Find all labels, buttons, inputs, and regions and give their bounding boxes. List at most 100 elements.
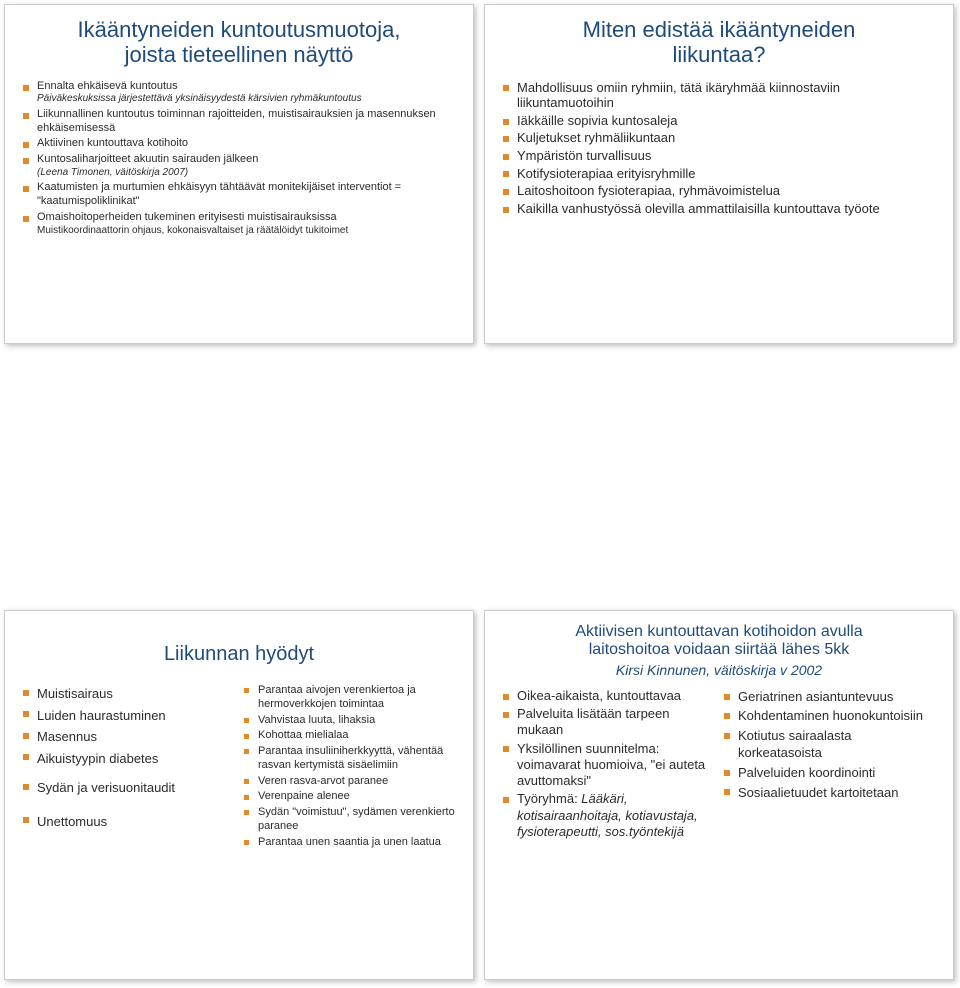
bullet-list: Sydän ja verisuonitaudit: [23, 778, 234, 798]
list-item: Palveluiden koordinointi: [724, 764, 935, 782]
item-text: Ennalta ehkäisevä kuntoutus: [37, 80, 178, 92]
item-text: Masennus: [37, 729, 97, 744]
item-text: Sydän "voimistuu", sydämen verenkierto p…: [258, 806, 455, 832]
list-item: Kaikilla vanhustyössä olevilla ammattila…: [503, 201, 935, 217]
item-text: Kohdentaminen huonokuntoisiin: [738, 708, 923, 723]
item-text: Oikea-aikaista, kuntouttavaa: [517, 688, 681, 703]
bullet-list: Muistisairaus Luiden haurastuminen Masen…: [23, 684, 234, 768]
item-text: Sydän ja verisuonitaudit: [37, 780, 175, 795]
list-item: Aktiivinen kuntouttava kotihoito: [23, 137, 455, 151]
list-item: Unettomuus: [23, 812, 234, 832]
list-item: Parantaa aivojen verenkiertoa ja hermove…: [244, 684, 455, 712]
list-item: Ennalta ehkäisevä kuntoutus Päiväkeskuks…: [23, 80, 455, 106]
slide-title: Miten edistää ikääntyneiden liikuntaa?: [503, 17, 935, 68]
item-text: Kotifysioterapiaa erityisryhmille: [517, 166, 695, 181]
title-line2: liikuntaa?: [673, 42, 766, 67]
item-text: Laitoshoitoon fysioterapiaa, ryhmävoimis…: [517, 183, 780, 198]
list-item: Sydän ja verisuonitaudit: [23, 778, 234, 798]
item-text: Iäkkäille sopivia kuntosaleja: [517, 113, 677, 128]
list-item: Aikuistyypin diabetes: [23, 749, 234, 769]
left-column: Oikea-aikaista, kuntouttavaa Palveluita …: [503, 688, 714, 842]
slide-subtitle: Kirsi Kinnunen, väitöskirja v 2002: [503, 662, 935, 678]
list-item: Omaishoitoperheiden tukeminen erityisest…: [23, 211, 455, 237]
list-item: Kohdentaminen huonokuntoisiin: [724, 707, 935, 725]
list-item: Sydän "voimistuu", sydämen verenkierto p…: [244, 806, 455, 834]
list-item: Parantaa unen saantia ja unen laatua: [244, 836, 455, 850]
item-text: Geriatrinen asiantuntevuus: [738, 689, 893, 704]
list-item: Kotiutus sairaalasta korkeatasoista: [724, 727, 935, 762]
item-text: Kaatumisten ja murtumien ehkäisyyn tähtä…: [37, 181, 401, 207]
bullet-list: Parantaa aivojen verenkiertoa ja hermove…: [244, 684, 455, 849]
list-item: Iäkkäille sopivia kuntosaleja: [503, 113, 935, 129]
list-item: Laitoshoitoon fysioterapiaa, ryhmävoimis…: [503, 183, 935, 199]
list-item: Luiden haurastuminen: [23, 706, 234, 726]
item-sub: (Leena Timonen, väitöskirja 2007): [37, 167, 455, 180]
list-item: Työryhmä: Lääkäri, kotisairaanhoitaja, k…: [503, 791, 714, 840]
item-text: Parantaa insuliiniherkkyyttä, vähentää r…: [258, 745, 443, 771]
list-item: Muistisairaus: [23, 684, 234, 704]
list-item: Sosiaalietuudet kartoitetaan: [724, 784, 935, 802]
title-line2: joista tieteellinen näyttö: [125, 42, 354, 67]
slide-content: Liikunnan hyödyt Muistisairaus Luiden ha…: [5, 611, 473, 861]
bullet-list: Geriatrinen asiantuntevuus Kohdentaminen…: [724, 688, 935, 801]
item-text: Sosiaalietuudet kartoitetaan: [738, 785, 898, 800]
item-text: Palveluita lisätään tarpeen mukaan: [517, 706, 670, 737]
item-text: Parantaa aivojen verenkiertoa ja hermove…: [258, 684, 416, 710]
item-tail: voimavarat huomioiva, "ei auteta avuttom…: [517, 757, 705, 788]
item-text: Työryhmä:: [517, 791, 581, 806]
list-item: Kohottaa mielialaa: [244, 729, 455, 743]
item-text: Luiden haurastuminen: [37, 708, 166, 723]
title-line2: laitoshoitoa voidaan siirtää lähes 5kk: [589, 641, 850, 658]
left-column: Muistisairaus Luiden haurastuminen Masen…: [23, 684, 234, 851]
list-item: Kuljetukset ryhmäliikuntaan: [503, 130, 935, 146]
list-item: Verenpaine alenee: [244, 790, 455, 804]
item-text: Verenpaine alenee: [258, 790, 350, 802]
list-item: Masennus: [23, 727, 234, 747]
bullet-list: Oikea-aikaista, kuntouttavaa Palveluita …: [503, 688, 714, 840]
item-text: Omaishoitoperheiden tukeminen erityisest…: [37, 211, 337, 223]
list-item: Ympäristön turvallisuus: [503, 148, 935, 164]
two-columns: Oikea-aikaista, kuntouttavaa Palveluita …: [503, 688, 935, 842]
list-item: Parantaa insuliiniherkkyyttä, vähentää r…: [244, 745, 455, 773]
list-item: Yksilöllinen suunnitelma: voimavarat huo…: [503, 741, 714, 790]
list-item: Oikea-aikaista, kuntouttavaa: [503, 688, 714, 704]
slide-title: Aktiivisen kuntouttavan kotihoidon avull…: [503, 623, 935, 660]
two-columns: Muistisairaus Luiden haurastuminen Masen…: [23, 684, 455, 851]
item-text: Vahvistaa luuta, lihaksia: [258, 714, 375, 726]
list-item: Palveluita lisätään tarpeen mukaan: [503, 706, 714, 739]
title-line1: Ikääntyneiden kuntoutusmuotoja,: [78, 17, 401, 42]
title-text: Liikunnan hyödyt: [164, 643, 314, 665]
slide-content: Miten edistää ikääntyneiden liikuntaa? M…: [485, 5, 953, 228]
slide-top-left: Ikääntyneiden kuntoutusmuotoja, joista t…: [4, 4, 474, 344]
item-text: Kuljetukset ryhmäliikuntaan: [517, 130, 675, 145]
item-sub: Päiväkeskuksissa järjestettävä yksinäisy…: [37, 93, 455, 106]
list-item: Veren rasva-arvot paranee: [244, 775, 455, 789]
item-text: Veren rasva-arvot paranee: [258, 775, 388, 787]
title-line1: Miten edistää ikääntyneiden: [583, 17, 856, 42]
bullet-list: Unettomuus: [23, 812, 234, 832]
item-text: Kuntosaliharjoitteet akuutin sairauden j…: [37, 153, 258, 165]
list-item: Vahvistaa luuta, lihaksia: [244, 714, 455, 728]
slide-title: Ikääntyneiden kuntoutusmuotoja, joista t…: [23, 17, 455, 68]
list-item: Geriatrinen asiantuntevuus: [724, 688, 935, 706]
slide-bottom-left: Liikunnan hyödyt Muistisairaus Luiden ha…: [4, 610, 474, 980]
item-text: Mahdollisuus omiin ryhmiin, tätä ikäryhm…: [517, 80, 840, 111]
item-text: Kotiutus sairaalasta korkeatasoista: [738, 728, 851, 761]
item-text: Parantaa unen saantia ja unen laatua: [258, 836, 441, 848]
item-text: Kaikilla vanhustyössä olevilla ammattila…: [517, 201, 880, 216]
item-text: Kohottaa mielialaa: [258, 729, 349, 741]
item-text: Yksilöllinen suunnitelma:: [517, 741, 659, 756]
item-text: Aktiivinen kuntouttava kotihoito: [37, 137, 188, 149]
slide-title: Liikunnan hyödyt: [23, 643, 455, 666]
list-item: Mahdollisuus omiin ryhmiin, tätä ikäryhm…: [503, 80, 935, 111]
slide-content: Aktiivisen kuntouttavan kotihoidon avull…: [485, 611, 953, 852]
title-line1: Aktiivisen kuntouttavan kotihoidon avull…: [575, 623, 862, 640]
item-sub: Muistikoordinaattorin ohjaus, kokonaisva…: [37, 225, 455, 238]
slide-bottom-right: Aktiivisen kuntouttavan kotihoidon avull…: [484, 610, 954, 980]
list-item: Kuntosaliharjoitteet akuutin sairauden j…: [23, 153, 455, 179]
item-text: Unettomuus: [37, 814, 107, 829]
right-column: Parantaa aivojen verenkiertoa ja hermove…: [244, 684, 455, 851]
right-column: Geriatrinen asiantuntevuus Kohdentaminen…: [724, 688, 935, 842]
slide-top-right: Miten edistää ikääntyneiden liikuntaa? M…: [484, 4, 954, 344]
list-item: Kotifysioterapiaa erityisryhmille: [503, 166, 935, 182]
